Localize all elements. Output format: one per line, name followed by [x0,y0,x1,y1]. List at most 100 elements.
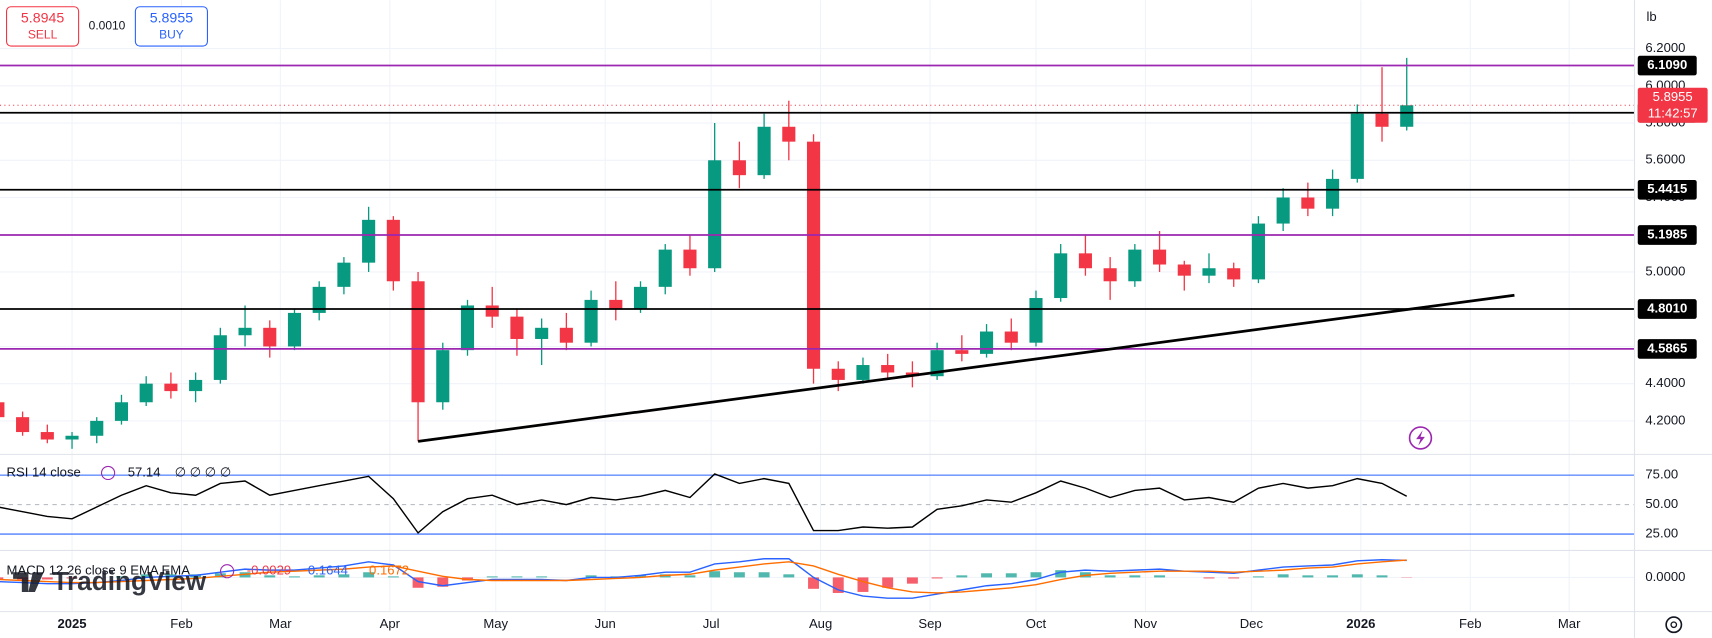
y-tick-label: 25.00 [1645,526,1678,541]
y-tick-label: 50.00 [1645,496,1678,511]
histogram-bar [1005,573,1017,578]
y-tick-label: 4.2000 [1645,412,1685,427]
legend-status: ∅ ∅ ∅ ∅ [175,464,232,479]
x-tick-label: Sep [918,616,941,631]
x-tick-label: Aug [809,616,832,631]
candle-body [362,219,376,263]
histogram-bar [1203,577,1215,579]
candle-body [485,305,499,317]
histogram-bar [1376,575,1388,578]
y-tick-label: 5.6000 [1645,152,1685,167]
buy-button[interactable] [134,6,208,47]
x-tick-label: Nov [1134,616,1158,631]
level-label-box [1637,225,1697,245]
unit-label[interactable]: lb [1646,9,1656,24]
histogram-bar [412,577,424,588]
buy-price: 5.8955 [150,10,194,26]
histogram-bar [0,577,4,580]
level-label: 5.1985 [1647,226,1687,241]
legend-value: 0.1672 [369,563,409,578]
candle-body [732,160,746,176]
candle-body [189,379,203,392]
histogram-bar [486,576,498,578]
candle-body [535,327,549,339]
legend-value: 57.14 [128,464,161,479]
candle-body [139,383,153,403]
histogram-bar [1327,575,1339,578]
candle-body [1078,253,1092,269]
histogram-bar [758,572,770,578]
histogram-bar [882,577,894,588]
histogram-bar [140,574,152,578]
settings-icon[interactable] [1665,616,1683,634]
candle-body [1227,268,1241,280]
candle-body [1128,249,1142,282]
candle-body [65,435,79,440]
histogram-bar [289,576,300,578]
gear-hub [1670,621,1678,629]
candle-body [1153,249,1167,265]
histogram-bar [585,575,597,578]
candle-body [164,383,178,392]
histogram-bar [536,576,548,578]
sell-button[interactable] [6,6,80,47]
level-label-box [1637,55,1697,76]
lightning-icon[interactable] [1408,426,1433,450]
candle-body [1276,197,1290,224]
candle-body [683,249,697,269]
trendline [417,293,1515,443]
legend-icon [100,465,116,481]
countdown: 11:42:57 [1648,105,1698,120]
histogram-bar [684,575,696,578]
candle-body [856,365,870,380]
level-label-box [1637,179,1697,200]
histogram-bar [387,576,399,578]
candle-body [114,402,129,421]
x-tick-label: 2025 [57,616,86,631]
candle-body [386,219,400,282]
legend-value: 0.1644 [308,563,348,578]
level-label: 4.5865 [1647,340,1687,355]
candle-body [1301,197,1315,209]
histogram-bar [832,577,844,593]
candle-body [1326,178,1340,209]
last-price-box [1637,87,1708,123]
candle-body [287,312,302,347]
x-tick-label: Feb [170,616,193,631]
histogram-bar [956,575,968,578]
candle-body [411,281,425,403]
level-label-box [1637,299,1697,319]
histogram-bar [1030,572,1042,578]
spread: 0.0010 [89,19,126,33]
histogram-bar [214,573,226,578]
x-tick-label: Dec [1240,616,1264,631]
candle-body [1177,264,1191,276]
legend-value: -0.0029 [247,563,291,578]
histogram-bar [1302,575,1314,578]
line [0,558,1407,599]
legend-name: RSI 14 close [7,464,81,479]
candle-body [238,327,252,336]
histogram-bar [808,577,819,589]
histogram-bar [906,577,918,584]
candle-body [460,305,475,351]
watermark-text: TradingView [52,566,206,596]
candle-body [0,402,5,418]
candle-body [1004,331,1018,343]
histogram-bar [437,577,449,587]
histogram-bar [264,575,276,578]
histogram-bar [1154,575,1166,578]
candle-body [213,335,227,380]
histogram-bar [66,577,78,579]
legend-icon [220,564,235,579]
candle-body [584,299,598,343]
histogram-bar [511,576,523,578]
histogram-bar [857,577,869,592]
x-tick-label: Jun [595,616,616,631]
candle-body [1054,253,1068,299]
trade-widget: 5.8945 SELL 0.0010 5.8955 BUY [6,6,208,47]
candle-body [436,350,450,403]
candle-body [1251,223,1265,280]
candle-body [1375,113,1389,127]
